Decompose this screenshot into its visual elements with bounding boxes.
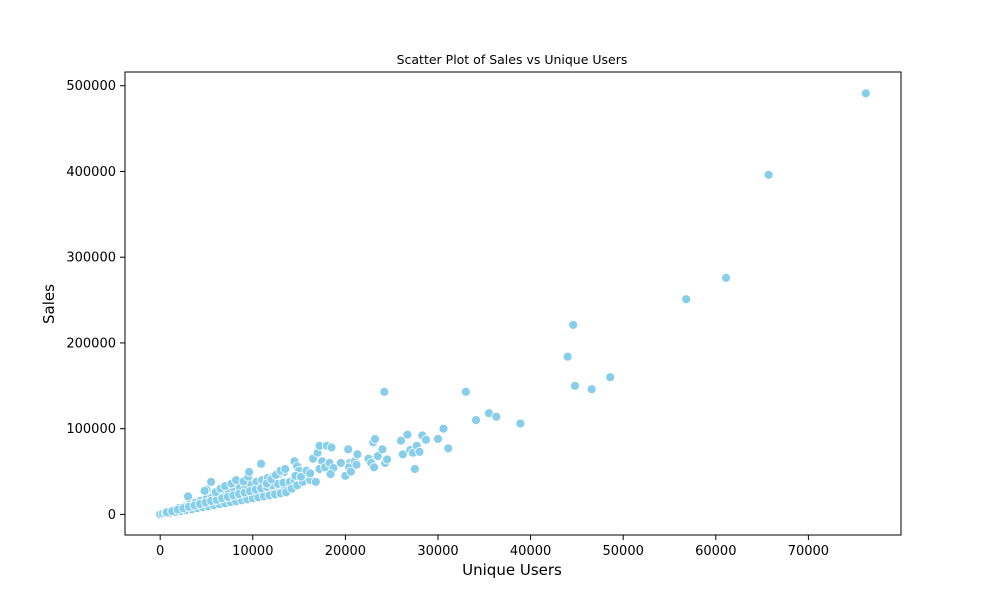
data-point [256,458,267,469]
x-axis-label: Unique Users [462,561,562,579]
data-point [570,380,580,391]
x-tick-label: 0 [156,544,164,559]
data-point [305,468,316,479]
data-point [568,319,579,330]
data-point [369,462,380,473]
data-point [377,444,388,455]
x-tick-label: 10000 [232,544,273,559]
y-tick-label: 100000 [66,422,116,437]
x-tick-label: 60000 [695,544,736,559]
x-axis: 0 10000 20000 30000 40000 50000 60000 70000 [156,535,829,559]
data-point [443,443,454,454]
data-point [370,434,380,444]
x-tick-label: 30000 [417,544,458,559]
y-axis-label: Sales [40,284,58,324]
data-point [471,415,481,426]
data-point [515,418,526,429]
data-point [325,469,336,480]
plot-frame [124,71,902,536]
data-point [421,434,431,445]
data-point [310,476,321,487]
y-tick-label: 300000 [66,251,116,266]
data-point [721,272,731,283]
data-point [351,459,362,470]
data-point [763,169,774,180]
y-tick-label: 500000 [66,79,116,94]
data-point [605,372,616,383]
data-point [352,449,363,460]
data-point [397,449,408,460]
data-point [396,435,406,446]
data-point [183,491,193,502]
data-point [860,88,871,99]
x-tick-label: 40000 [510,544,551,559]
data-point [379,386,390,397]
x-tick-label: 70000 [788,544,829,559]
data-point [326,442,337,453]
x-tick-label: 20000 [325,544,366,559]
points-layer [155,88,871,520]
data-point [414,446,425,457]
data-point [199,485,210,496]
data-point [562,351,573,362]
data-point [244,467,255,477]
y-axis: 0 100000 200000 300000 400000 500000 [66,79,125,523]
data-point [460,386,471,397]
y-tick-label: 0 [108,508,116,523]
data-point [295,471,306,482]
data-point [433,434,443,444]
y-tick-label: 200000 [66,336,116,351]
data-point [681,294,692,305]
data-point [382,454,393,465]
data-point [491,411,502,422]
data-point [343,444,354,455]
data-point [206,476,217,487]
data-point [438,423,449,434]
chart-title: Scatter Plot of Sales vs Unique Users [397,52,628,67]
data-point [402,429,413,440]
data-point [280,464,291,474]
x-tick-label: 50000 [603,544,644,559]
data-point [345,466,356,477]
data-point [586,384,597,395]
data-point [409,464,420,474]
data-point [372,451,383,462]
data-point [335,458,346,468]
y-tick-label: 400000 [66,165,116,180]
